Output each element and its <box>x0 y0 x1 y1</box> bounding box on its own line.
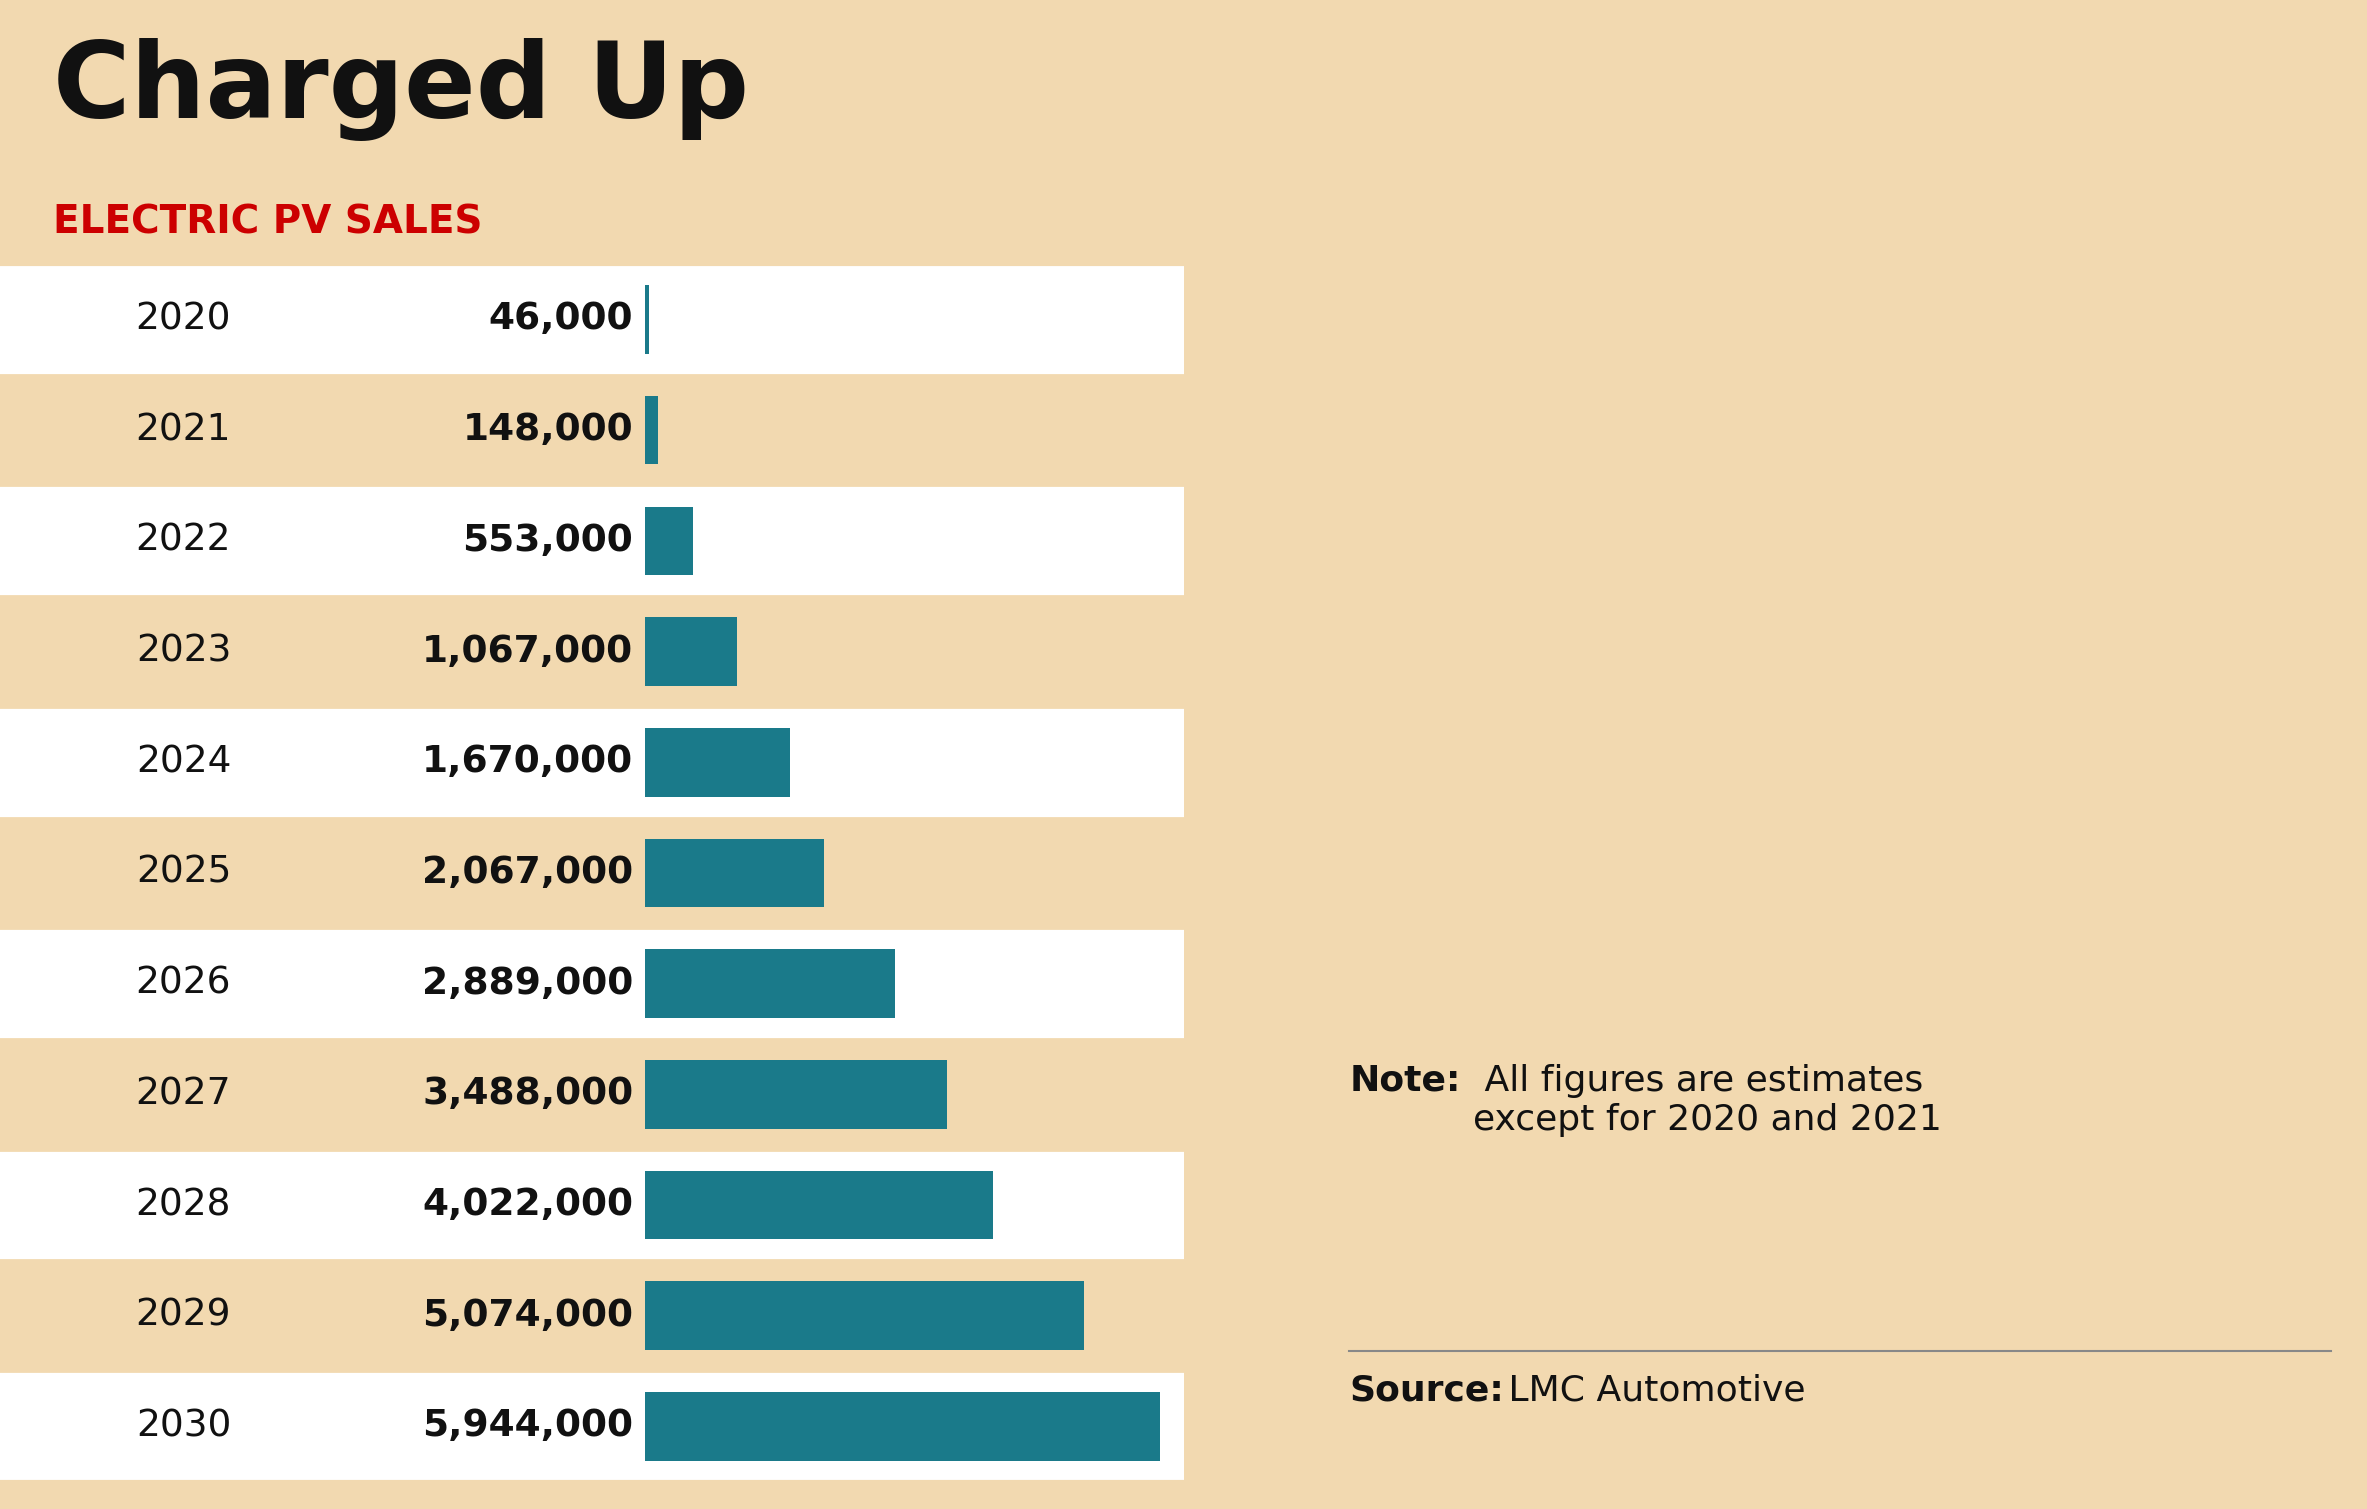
Text: 2,889,000: 2,889,000 <box>421 966 634 1002</box>
Bar <box>0 1372 1184 1482</box>
Text: 2030: 2030 <box>135 1408 232 1444</box>
Bar <box>0 1260 1184 1372</box>
Text: 2029: 2029 <box>135 1298 232 1334</box>
Text: Note:: Note: <box>1349 1064 1460 1099</box>
Text: 553,000: 553,000 <box>462 522 634 558</box>
Text: All figures are estimates
except for 2020 and 2021: All figures are estimates except for 202… <box>1472 1064 1943 1138</box>
Bar <box>644 1171 994 1239</box>
Text: 2023: 2023 <box>135 634 232 670</box>
Bar <box>644 839 824 907</box>
Bar <box>0 596 1184 706</box>
Text: 3,488,000: 3,488,000 <box>421 1076 634 1112</box>
Text: ELECTRIC PV SALES: ELECTRIC PV SALES <box>52 204 483 241</box>
Text: Source:: Source: <box>1349 1373 1503 1408</box>
Text: 2,067,000: 2,067,000 <box>421 856 634 890</box>
Text: 46,000: 46,000 <box>488 302 634 338</box>
Text: 1,067,000: 1,067,000 <box>421 634 634 670</box>
Bar <box>644 1059 947 1129</box>
Bar <box>0 818 1184 928</box>
Bar <box>644 949 895 1019</box>
Bar <box>0 928 1184 1040</box>
Bar <box>644 1281 1084 1351</box>
Bar <box>0 706 1184 818</box>
Text: 2027: 2027 <box>135 1076 232 1112</box>
Text: 2024: 2024 <box>135 744 232 780</box>
Text: 2020: 2020 <box>135 302 232 338</box>
Bar <box>644 1393 1160 1461</box>
Text: 148,000: 148,000 <box>462 412 634 448</box>
Text: 2022: 2022 <box>135 522 232 558</box>
Bar <box>0 486 1184 596</box>
Text: 2028: 2028 <box>135 1188 232 1224</box>
Bar <box>644 507 694 575</box>
Text: 2025: 2025 <box>135 856 232 890</box>
Text: 2021: 2021 <box>135 412 232 448</box>
Text: 5,944,000: 5,944,000 <box>421 1408 634 1444</box>
Bar <box>644 727 791 797</box>
Bar <box>0 374 1184 486</box>
Text: 5,074,000: 5,074,000 <box>421 1298 634 1334</box>
Text: Charged Up: Charged Up <box>52 38 750 140</box>
Text: 2026: 2026 <box>135 966 232 1002</box>
Bar <box>0 1150 1184 1260</box>
Bar <box>0 1040 1184 1150</box>
Bar <box>644 395 658 465</box>
Text: 4,022,000: 4,022,000 <box>421 1188 634 1224</box>
Bar <box>644 285 649 353</box>
Text: LMC Automotive: LMC Automotive <box>1498 1373 1806 1408</box>
Bar <box>644 617 739 687</box>
Text: 1,670,000: 1,670,000 <box>421 744 634 780</box>
Bar <box>0 264 1184 374</box>
